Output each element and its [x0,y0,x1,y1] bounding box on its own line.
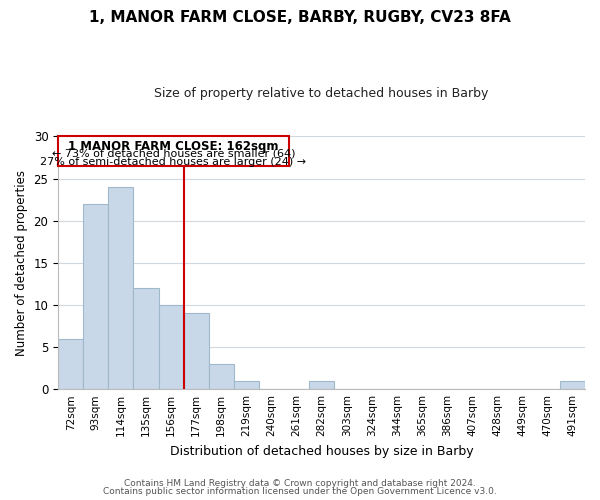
Bar [560,381,585,389]
Bar [209,364,234,389]
Bar [184,314,209,389]
Bar [109,187,133,389]
Bar [58,338,83,389]
Y-axis label: Number of detached properties: Number of detached properties [15,170,28,356]
Text: 1, MANOR FARM CLOSE, BARBY, RUGBY, CV23 8FA: 1, MANOR FARM CLOSE, BARBY, RUGBY, CV23 … [89,10,511,25]
Bar [133,288,158,389]
Bar [309,381,334,389]
Text: 27% of semi-detached houses are larger (24) →: 27% of semi-detached houses are larger (… [40,158,307,168]
Bar [234,381,259,389]
X-axis label: Distribution of detached houses by size in Barby: Distribution of detached houses by size … [170,444,473,458]
Text: 1 MANOR FARM CLOSE: 162sqm: 1 MANOR FARM CLOSE: 162sqm [68,140,279,153]
Text: Contains public sector information licensed under the Open Government Licence v3: Contains public sector information licen… [103,487,497,496]
Bar [158,305,184,389]
Bar [58,136,289,166]
Text: Contains HM Land Registry data © Crown copyright and database right 2024.: Contains HM Land Registry data © Crown c… [124,478,476,488]
Text: ← 73% of detached houses are smaller (64): ← 73% of detached houses are smaller (64… [52,148,295,158]
Bar [83,204,109,389]
Title: Size of property relative to detached houses in Barby: Size of property relative to detached ho… [154,88,489,101]
